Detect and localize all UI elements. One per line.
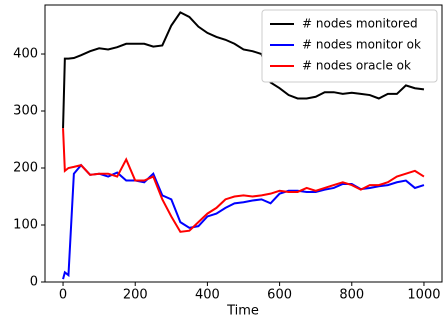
data-line bbox=[62, 128, 425, 233]
y-tick-label: 200 bbox=[13, 161, 38, 176]
y-tick-label: 300 bbox=[13, 104, 38, 119]
y-tick-label: 100 bbox=[13, 218, 38, 233]
data-line bbox=[62, 11, 425, 129]
x-axis-label: Time bbox=[226, 304, 259, 319]
y-tick-label: 0 bbox=[30, 275, 38, 290]
x-tick-label: 1000 bbox=[407, 288, 440, 303]
legend-label: # nodes oracle ok bbox=[302, 59, 411, 73]
legend-label: # nodes monitored bbox=[302, 17, 418, 31]
x-tick-label: 400 bbox=[195, 288, 220, 303]
y-tick-label: 400 bbox=[13, 47, 38, 62]
legend-box bbox=[261, 9, 438, 83]
data-line bbox=[62, 163, 425, 280]
x-tick-label: 0 bbox=[59, 288, 67, 303]
x-tick-label: 200 bbox=[123, 288, 148, 303]
x-tick-label: 600 bbox=[267, 288, 292, 303]
x-tick-label: 800 bbox=[339, 288, 364, 303]
legend-label: # nodes monitor ok bbox=[302, 38, 421, 52]
plot-frame bbox=[44, 4, 443, 283]
